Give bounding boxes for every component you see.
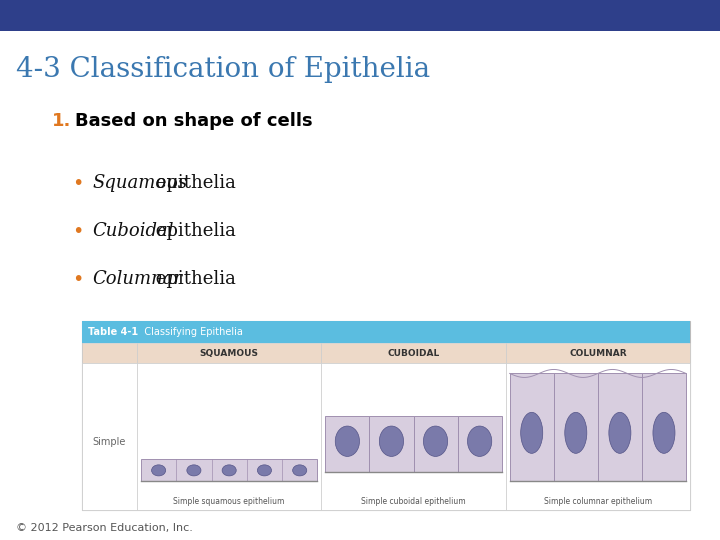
Text: 1.: 1. — [52, 112, 71, 130]
Ellipse shape — [564, 413, 587, 454]
Ellipse shape — [152, 465, 166, 476]
Ellipse shape — [467, 426, 492, 456]
Text: SQUAMOUS: SQUAMOUS — [199, 349, 258, 358]
Text: Simple: Simple — [93, 437, 126, 447]
Text: epithelia: epithelia — [150, 222, 235, 240]
Bar — [505, 363, 690, 510]
Ellipse shape — [222, 465, 236, 476]
Bar — [0, 0, 720, 31]
Bar — [505, 343, 690, 363]
Text: © 2012 Pearson Education, Inc.: © 2012 Pearson Education, Inc. — [16, 523, 193, 533]
Text: •: • — [72, 222, 84, 241]
Text: COLUMNAR: COLUMNAR — [569, 349, 626, 358]
Ellipse shape — [187, 465, 201, 476]
Text: Simple squamous epithelium: Simple squamous epithelium — [174, 497, 285, 507]
Bar — [82, 321, 690, 510]
Text: Based on shape of cells: Based on shape of cells — [75, 112, 312, 130]
Ellipse shape — [609, 413, 631, 454]
Text: Squamous: Squamous — [92, 174, 187, 192]
Text: CUBOIDAL: CUBOIDAL — [387, 349, 440, 358]
Text: Columnar: Columnar — [92, 271, 182, 288]
Bar — [137, 343, 321, 363]
Ellipse shape — [423, 426, 448, 456]
Ellipse shape — [292, 465, 307, 476]
Text: Cuboidal: Cuboidal — [92, 222, 174, 240]
Bar — [137, 363, 321, 510]
Bar — [458, 416, 502, 471]
Text: Classifying Epithelia: Classifying Epithelia — [135, 327, 243, 338]
Ellipse shape — [379, 426, 404, 456]
Bar — [82, 343, 137, 363]
Bar — [510, 374, 554, 482]
Bar — [554, 374, 598, 482]
Bar — [598, 374, 642, 482]
Bar — [82, 363, 137, 510]
Bar — [325, 416, 369, 471]
Text: Simple columnar epithelium: Simple columnar epithelium — [544, 497, 652, 507]
Text: epithelia: epithelia — [150, 271, 235, 288]
Bar — [321, 363, 505, 510]
Text: 4-3 Classification of Epithelia: 4-3 Classification of Epithelia — [16, 56, 430, 83]
Bar — [321, 343, 505, 363]
Bar — [413, 416, 458, 471]
Ellipse shape — [257, 465, 271, 476]
Text: •: • — [72, 270, 84, 289]
Text: •: • — [72, 174, 84, 193]
Bar — [82, 321, 690, 343]
Text: epithelia: epithelia — [150, 174, 235, 192]
Text: Simple cuboidal epithelium: Simple cuboidal epithelium — [361, 497, 466, 507]
Ellipse shape — [521, 413, 543, 454]
Text: Table 4-1: Table 4-1 — [88, 327, 138, 338]
Ellipse shape — [336, 426, 359, 456]
Bar — [642, 374, 686, 482]
Bar — [369, 416, 413, 471]
Ellipse shape — [653, 413, 675, 454]
Bar — [141, 460, 318, 482]
